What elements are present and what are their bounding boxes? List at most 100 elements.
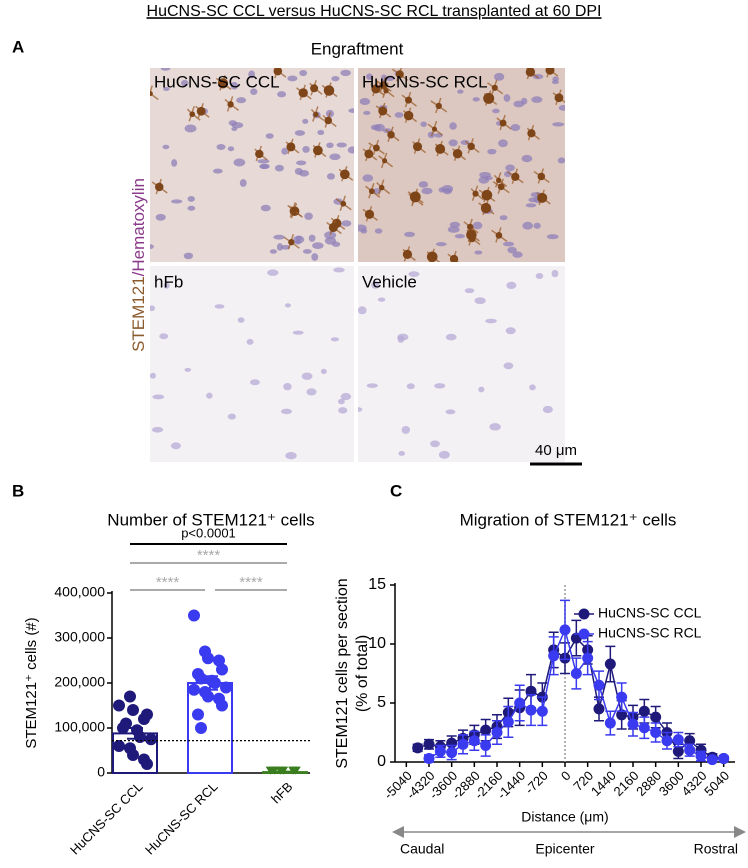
nucleus [227, 413, 236, 420]
stained-cell [527, 129, 536, 138]
stained-cell [364, 209, 375, 219]
stained-cell [426, 251, 438, 262]
nucleus [276, 243, 283, 251]
y-axis-label: (% of total) [354, 635, 371, 712]
nucleus [358, 306, 367, 315]
nucleus [505, 327, 516, 335]
nucleus [283, 382, 292, 391]
stained-cell [255, 149, 264, 159]
data-point [638, 722, 650, 734]
nucleus [233, 158, 246, 167]
nucleus [498, 139, 508, 148]
nucleus [214, 304, 225, 309]
stained-cell [368, 188, 375, 195]
nucleus [551, 80, 559, 85]
nucleus [269, 249, 278, 254]
nucleus [152, 394, 165, 400]
nucleus [341, 220, 352, 227]
chart-title: Number of STEM121⁺ cells [107, 510, 314, 529]
tile-label: HuCNS-SC RCL [362, 72, 488, 91]
data-point [672, 734, 684, 746]
data-point [593, 703, 605, 715]
stained-cell [217, 78, 229, 89]
data-point [124, 690, 136, 703]
nucleus [308, 234, 316, 242]
nucleus [280, 408, 292, 415]
nucleus [237, 317, 245, 323]
scale-label: 40 μm [535, 442, 577, 459]
stained-cell [298, 88, 308, 98]
nucleus [326, 142, 334, 149]
chart-title: Migration of STEM121⁺ cells [460, 510, 677, 529]
stain-part: STEM121 [129, 276, 148, 352]
data-point [627, 718, 639, 730]
stained-cell [472, 190, 479, 197]
nucleus [529, 384, 536, 391]
nucleus [525, 203, 537, 208]
nucleus [485, 318, 497, 324]
stained-cell [372, 144, 380, 152]
stained-cell [150, 91, 153, 97]
nucleus [287, 75, 298, 82]
nucleus [340, 69, 351, 77]
nucleus [170, 199, 183, 204]
nucleus [150, 244, 154, 250]
nucleus [239, 179, 247, 187]
tile-label: Vehicle [362, 272, 417, 291]
x-tick-label: hFB [268, 779, 295, 806]
nucleus [216, 143, 226, 150]
data-point [278, 766, 289, 775]
significance-label: p<0.0001 [181, 525, 236, 540]
tile-background [150, 266, 354, 462]
y-tick-label: 15 [368, 576, 386, 593]
stained-cell [196, 106, 206, 116]
data-point [604, 717, 616, 729]
stained-cell [405, 96, 412, 104]
nucleus [184, 367, 192, 372]
nucleus [557, 157, 565, 164]
stained-cell [402, 249, 413, 260]
data-point [220, 681, 232, 694]
nucleus [302, 145, 310, 153]
nucleus [302, 249, 312, 254]
nucleus [434, 383, 446, 389]
nucleus [348, 108, 354, 113]
nucleus [558, 105, 565, 111]
nucleus [155, 213, 166, 221]
figure-title: HuCNS-SC CCL versus HuCNS-SC RCL transpl… [147, 3, 602, 20]
nucleus [324, 236, 337, 245]
nucleus [248, 70, 255, 79]
nucleus [438, 187, 445, 193]
nucleus [162, 144, 170, 150]
legend-label: HuCNS-SC CCL [598, 605, 702, 621]
nucleus [499, 215, 508, 221]
nucleus [478, 386, 485, 393]
nucleus [320, 368, 327, 375]
stained-cell [387, 130, 395, 139]
data-point [672, 745, 684, 757]
nucleus [281, 147, 288, 155]
nucleus [449, 221, 461, 228]
nucleus [359, 97, 371, 106]
series-line [417, 636, 724, 760]
stained-cell [383, 88, 389, 94]
nucleus [404, 231, 416, 238]
nucleus [340, 392, 352, 401]
data-point [423, 752, 435, 764]
stained-cell [467, 223, 474, 230]
nucleus [317, 129, 325, 136]
nucleus [331, 75, 340, 82]
stained-cell [511, 172, 520, 181]
legend-marker [578, 608, 590, 620]
data-point [290, 766, 301, 775]
nucleus [187, 205, 196, 211]
data-point [127, 749, 139, 761]
data-point [616, 691, 628, 703]
y-tick-label: 100,000 [54, 719, 105, 735]
nucleus [546, 234, 559, 240]
nucleus [267, 269, 279, 276]
nucleus [163, 282, 170, 289]
nucleus [398, 450, 406, 456]
image-grid: HuCNS-SC CCL HuCNS-SC RCL hFb Vehicle [150, 68, 565, 462]
